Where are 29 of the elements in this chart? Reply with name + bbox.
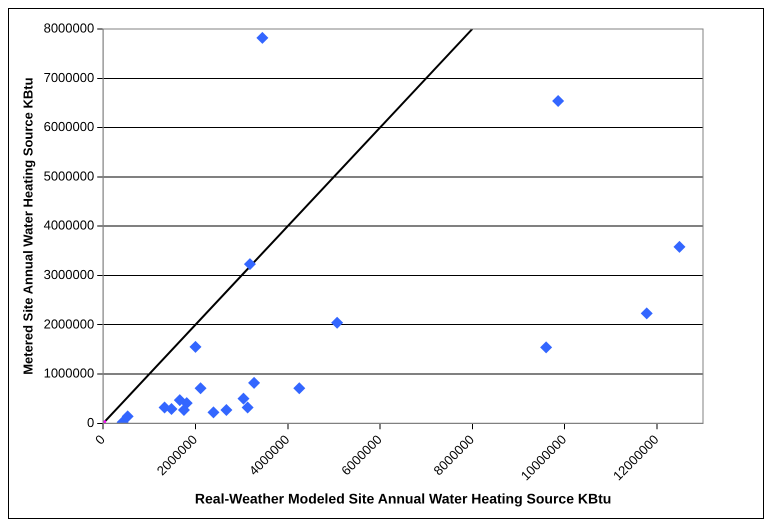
point [242, 402, 254, 414]
point [180, 397, 193, 410]
point [220, 404, 232, 416]
y-tick-label: 3000000 [44, 266, 94, 282]
point [552, 94, 564, 107]
y-tick-label: 5000000 [44, 168, 94, 184]
y-axis-title: Metered Site Annual Water Heating Source KBtu [20, 77, 36, 375]
point [293, 382, 306, 394]
y-tick-label: 2000000 [44, 316, 94, 332]
point [122, 410, 134, 422]
point [248, 376, 260, 389]
y-tick-label: 6000000 [44, 119, 94, 134]
point [207, 406, 220, 418]
x-tick-label: 0 [92, 432, 108, 448]
y-tick-label: 0 [86, 414, 94, 430]
point [673, 240, 686, 253]
y-tick-label: 8000000 [44, 20, 94, 36]
y-tick-label: 7000000 [44, 70, 94, 85]
point [237, 392, 250, 405]
point [189, 340, 202, 353]
y-tick-label: 1000000 [44, 366, 94, 381]
y-tick-label: 4000000 [44, 218, 94, 233]
point [194, 382, 207, 394]
point [244, 258, 256, 270]
point [640, 307, 653, 320]
x-axis-title: Real-Weather Modeled Site Annual Water Heating Source KBtu [194, 490, 612, 506]
point [540, 341, 552, 354]
point [331, 316, 344, 329]
point [256, 32, 268, 44]
